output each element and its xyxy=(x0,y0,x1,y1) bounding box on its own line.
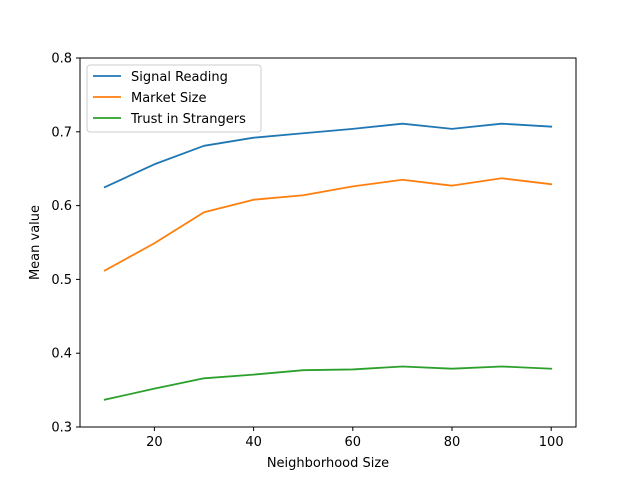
series-layer xyxy=(103,122,553,401)
legend: Signal Reading Market Size Trust in Strang… xyxy=(86,64,262,133)
legend-box xyxy=(86,64,262,133)
legend-label: Signal Reading xyxy=(131,70,228,85)
plot-frame xyxy=(79,57,577,428)
x-tick-label: 60 xyxy=(345,435,362,450)
x-tick-label: 40 xyxy=(245,435,262,450)
legend-label: Market Size xyxy=(131,91,207,106)
series-line-signal-reading xyxy=(103,122,553,189)
y-axis-label: Mean value xyxy=(28,205,43,280)
y-axis: 0.3 0.4 0.5 0.6 0.7 0.8 xyxy=(51,52,80,436)
y-tick-label: 0.3 xyxy=(51,421,72,436)
legend-items: Signal Reading Market Size Trust in Strang… xyxy=(93,70,246,127)
legend-label: Trust in Strangers xyxy=(130,112,246,127)
x-tick-label: 20 xyxy=(146,435,163,450)
y-tick-label: 0.4 xyxy=(51,347,72,362)
series-line-trust-in-strangers xyxy=(103,365,553,401)
series-line-market-size xyxy=(103,177,553,272)
x-tick-label: 80 xyxy=(444,435,461,450)
x-axis: 20 40 60 80 100 xyxy=(146,427,564,450)
y-tick-label: 0.5 xyxy=(51,273,72,288)
x-axis-label: Neighborhood Size xyxy=(267,456,389,471)
x-tick-label: 100 xyxy=(539,435,564,450)
y-tick-label: 0.7 xyxy=(51,125,72,140)
y-tick-label: 0.8 xyxy=(51,52,72,67)
y-tick-label: 0.6 xyxy=(51,199,72,214)
